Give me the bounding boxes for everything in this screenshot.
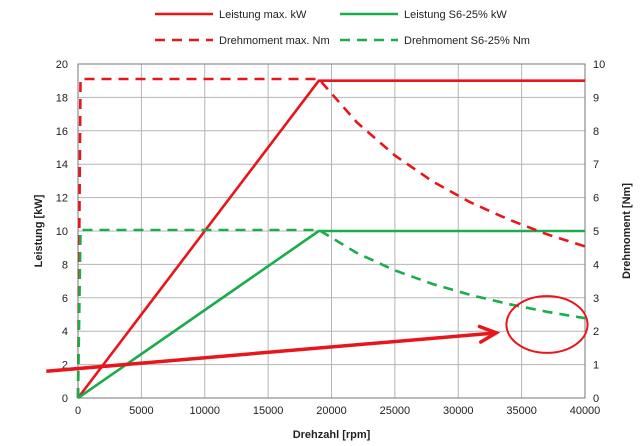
x-tick-label: 30000 bbox=[443, 405, 474, 417]
y-tick-label: 20 bbox=[56, 59, 68, 71]
y-tick-label: 18 bbox=[56, 92, 68, 104]
y-tick-label: 14 bbox=[56, 159, 68, 171]
x-tick-label: 25000 bbox=[380, 405, 411, 417]
series-line-4 bbox=[76, 228, 586, 399]
y2-tick-label: 0 bbox=[593, 393, 599, 405]
y-tick-label: 6 bbox=[62, 293, 68, 305]
y-tick-label: 10 bbox=[56, 226, 68, 238]
y2-axis-label: Drehmoment [Nm] bbox=[621, 183, 633, 279]
y-axis-ticks: 0 2 4 6 8 10 12 14 16 18 20 bbox=[56, 59, 68, 405]
y2-tick-label: 3 bbox=[593, 293, 599, 305]
y2-tick-label: 9 bbox=[593, 92, 599, 104]
y-tick-label: 2 bbox=[62, 360, 68, 372]
y-tick-label: 8 bbox=[62, 259, 68, 271]
y-axis-label: Leistung [kW] bbox=[33, 194, 45, 267]
legend-label-1: Leistung max. kW bbox=[219, 9, 307, 21]
y2-tick-label: 4 bbox=[593, 259, 599, 271]
annotation-ellipse bbox=[505, 295, 589, 354]
y-tick-label: 4 bbox=[62, 326, 68, 338]
legend: Leistung max. kW Leistung S6-25% kW Drehmo… bbox=[155, 9, 530, 47]
series-line-2 bbox=[77, 229, 585, 400]
y-tick-label: 16 bbox=[56, 126, 68, 138]
y-tick-label: 0 bbox=[62, 393, 68, 405]
y-tick-label: 12 bbox=[56, 193, 68, 205]
y2-tick-label: 2 bbox=[593, 326, 599, 338]
y2-tick-label: 7 bbox=[593, 159, 599, 171]
annotations-layer bbox=[46, 295, 589, 374]
x-axis-label: Drehzahl [rpm] bbox=[293, 429, 371, 441]
y2-tick-label: 5 bbox=[593, 226, 599, 238]
x-tick-label: 0 bbox=[75, 405, 81, 417]
annotation-arrow-shaft bbox=[46, 331, 497, 374]
legend-label-2: Leistung S6-25% kW bbox=[404, 9, 507, 21]
x-axis-ticks: 0 5000 10000 15000 20000 25000 30000 35000 40000 bbox=[75, 405, 600, 417]
x-tick-label: 35000 bbox=[506, 405, 537, 417]
annotation-arrow-head bbox=[477, 324, 501, 344]
x-tick-label: 20000 bbox=[316, 405, 347, 417]
series-line-3 bbox=[76, 77, 586, 399]
y2-tick-label: 8 bbox=[593, 126, 599, 138]
series-line-1 bbox=[76, 79, 585, 399]
x-tick-label: 10000 bbox=[189, 405, 220, 417]
legend-label-4: Drehmoment S6-25% Nm bbox=[404, 35, 530, 47]
y2-axis-ticks: 0 1 2 3 4 5 6 7 8 9 10 bbox=[593, 59, 605, 405]
legend-label-3: Drehmoment max. Nm bbox=[219, 35, 330, 47]
series-layer bbox=[76, 77, 586, 400]
x-tick-label: 40000 bbox=[570, 405, 601, 417]
y2-tick-label: 10 bbox=[593, 59, 605, 71]
y2-tick-label: 1 bbox=[593, 360, 599, 372]
x-tick-label: 5000 bbox=[129, 405, 153, 417]
x-tick-label: 15000 bbox=[253, 405, 284, 417]
y2-tick-label: 6 bbox=[593, 193, 599, 205]
